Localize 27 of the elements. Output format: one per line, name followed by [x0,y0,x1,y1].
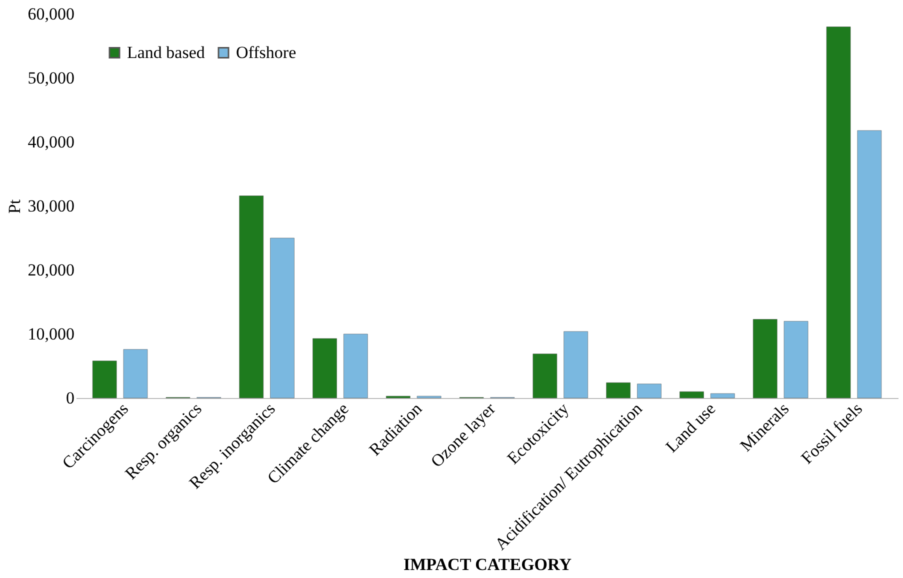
legend-label: Land based [127,42,206,62]
bar [680,391,704,398]
bar [637,384,662,398]
bar [344,334,368,398]
bar [564,331,588,398]
legend-label: Offshore [236,42,296,62]
bar [312,338,337,398]
y-tick-label: 30,000 [28,196,74,216]
bar [752,319,778,398]
bar [826,26,851,398]
y-tick-label: 20,000 [28,260,74,280]
x-axis-title: IMPACT CATEGORY [404,555,572,574]
bar [532,354,558,398]
bar [270,238,294,398]
bar [92,360,117,398]
y-tick-label: 60,000 [28,4,74,24]
bar [784,321,808,398]
bar [857,130,882,398]
bar [606,382,630,398]
bar [123,349,148,398]
y-tick-label: 40,000 [28,132,74,152]
y-axis-title: Pt [4,199,24,214]
bar [239,196,264,398]
y-tick-label: 50,000 [28,68,74,88]
y-tick-label: 0 [66,388,74,408]
bar [710,393,735,398]
y-tick-label: 10,000 [28,324,74,344]
